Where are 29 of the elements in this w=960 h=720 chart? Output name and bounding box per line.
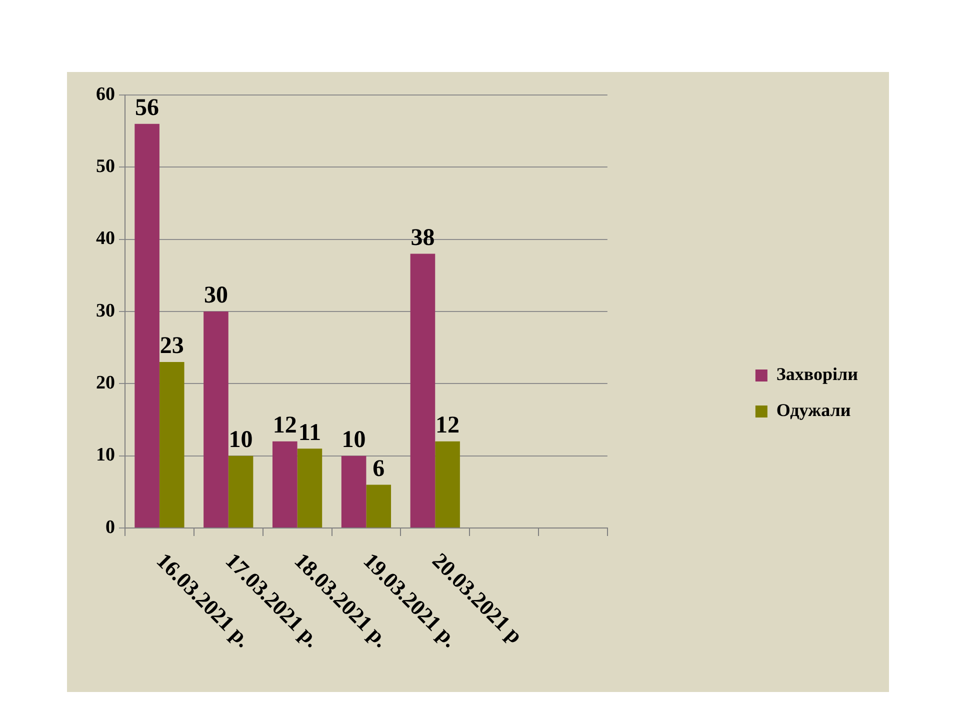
y-tick-label: 60 (96, 84, 115, 105)
data-label: 10 (228, 427, 253, 454)
bar (410, 254, 436, 528)
y-tick-label: 30 (96, 300, 115, 322)
data-label: 56 (135, 95, 160, 122)
bar (341, 456, 366, 528)
y-tick-label: 50 (96, 156, 115, 178)
bar (297, 448, 322, 528)
y-tick-label: 10 (96, 444, 115, 466)
y-tick-label: 0 (106, 516, 115, 538)
data-label: 38 (410, 224, 435, 251)
bar (159, 362, 184, 528)
bar (204, 312, 228, 528)
data-label: 23 (160, 333, 184, 360)
bar (134, 124, 160, 528)
y-tick-label: 20 (96, 372, 115, 394)
data-label: 6 (372, 456, 385, 482)
bar (435, 441, 460, 528)
data-label: 12 (436, 412, 460, 439)
data-label: 10 (342, 427, 366, 454)
legend-label: Одужали (776, 400, 851, 420)
data-label: 12 (272, 412, 297, 439)
legend-label: Захворіли (776, 364, 858, 384)
y-tick-label: 40 (96, 228, 115, 250)
bar (272, 441, 298, 528)
bar (366, 484, 392, 528)
bar (228, 456, 254, 528)
data-label: 30 (204, 282, 228, 309)
data-label: 11 (298, 420, 322, 446)
